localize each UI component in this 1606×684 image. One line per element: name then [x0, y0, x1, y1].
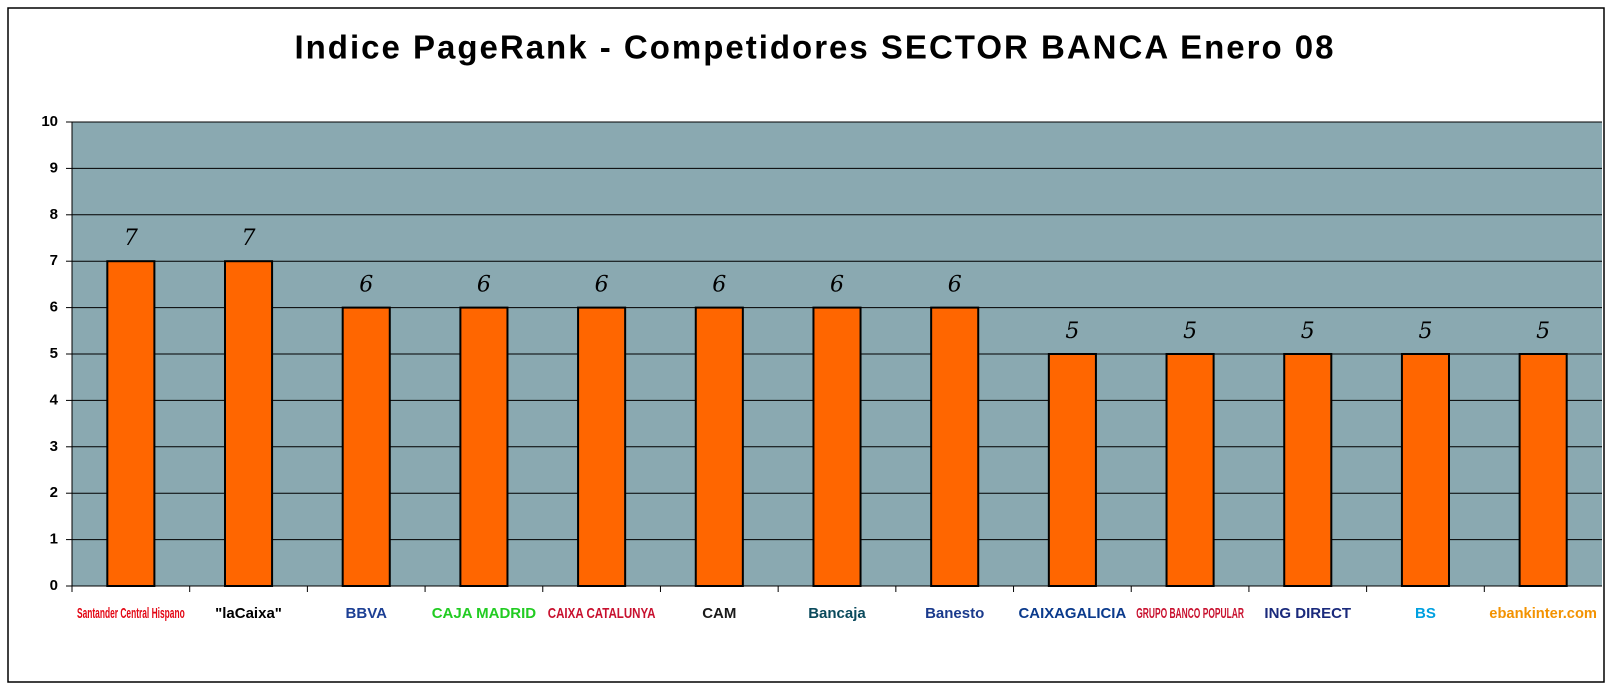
bar [1283, 353, 1333, 587]
bar [459, 306, 509, 587]
value-label: 5 [1183, 319, 1197, 344]
x-tick-label: CAIXAGALICIA [1019, 605, 1127, 622]
y-tick-label: 1 [50, 531, 58, 548]
value-label: 6 [595, 273, 609, 298]
bar [930, 306, 980, 587]
y-tick-label: 7 [50, 252, 58, 269]
value-label: 6 [948, 273, 962, 298]
value-label: 5 [1536, 319, 1550, 344]
y-tick-label: 5 [50, 345, 58, 362]
x-tick-label: ING DIRECT [1264, 605, 1351, 622]
bar [1518, 353, 1568, 587]
y-tick-label: 3 [50, 438, 58, 455]
value-label: 6 [830, 273, 844, 298]
bar [224, 260, 274, 587]
y-tick-label: 6 [50, 299, 58, 316]
value-label: 7 [242, 226, 256, 251]
x-tick-label: GRUPO BANCO POPULAR [1136, 605, 1244, 622]
x-tick-label: CAJA MADRID [432, 605, 537, 622]
x-tick-label: Banesto [925, 605, 984, 622]
x-tick-label: CAIXA CATALUNYA [548, 605, 656, 622]
bar [577, 306, 627, 587]
value-label: 7 [124, 226, 138, 251]
x-tick-label: BBVA [346, 605, 388, 622]
y-tick-label: 2 [50, 484, 58, 501]
x-tick-label: ebankinter.com [1489, 605, 1597, 622]
bar [1400, 353, 1451, 587]
y-tick-label: 9 [50, 159, 58, 176]
value-label: 5 [1301, 319, 1315, 344]
value-label: 6 [477, 273, 491, 298]
bar [341, 306, 391, 587]
y-tick-label: 4 [50, 391, 59, 408]
x-tick-label: Santander Central Hispano [77, 605, 185, 622]
x-tick-label: CAM [702, 605, 736, 622]
bar [812, 306, 862, 587]
x-tick-label: Bancaja [808, 605, 866, 622]
bar [106, 260, 156, 587]
y-tick-label: 8 [50, 206, 58, 223]
chart-title: Indice PageRank - Competidores SECTOR BA… [294, 29, 1335, 66]
bar [1165, 353, 1215, 587]
bar [694, 306, 744, 587]
bar [1047, 353, 1097, 587]
value-label: 6 [359, 273, 373, 298]
y-tick-label: 0 [50, 577, 58, 594]
x-tick-label: BS [1415, 605, 1436, 622]
y-tick-label: 10 [41, 113, 58, 130]
value-label: 5 [1065, 319, 1079, 344]
x-tick-label: "laCaixa" [215, 605, 282, 622]
value-label: 5 [1418, 319, 1432, 344]
value-label: 6 [712, 273, 726, 298]
